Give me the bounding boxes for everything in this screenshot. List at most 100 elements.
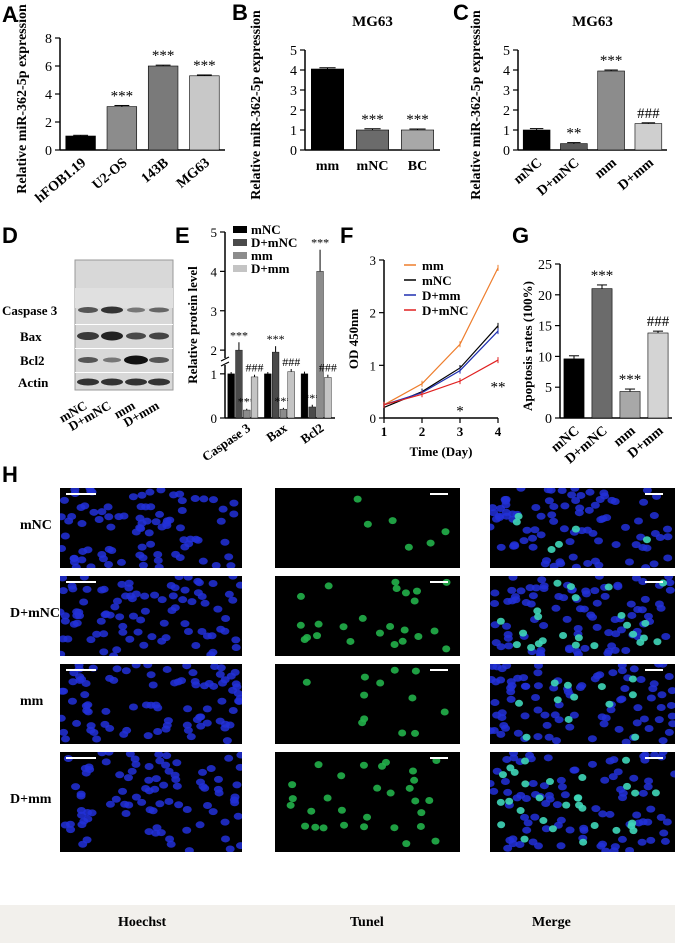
nucleus — [141, 503, 151, 511]
nucleus — [200, 682, 210, 690]
tunel-nucleus — [302, 678, 311, 686]
nucleus — [150, 591, 160, 599]
tunel-nucleus — [430, 627, 439, 635]
tunel-nucleus — [410, 776, 419, 784]
nucleus — [649, 560, 659, 568]
nucleus — [642, 488, 652, 494]
tunel-nucleus — [651, 789, 660, 797]
nucleus — [86, 563, 96, 568]
nucleus — [617, 695, 627, 703]
nucleus — [624, 558, 634, 566]
nucleus — [234, 697, 242, 705]
x-tick-label: mm — [592, 155, 620, 182]
nucleus — [521, 599, 531, 607]
micro-image-tunel — [275, 576, 460, 656]
nucleus — [664, 673, 674, 681]
nucleus — [174, 576, 184, 581]
nucleus — [520, 712, 530, 720]
tunel-nucleus — [553, 579, 562, 587]
nucleus — [664, 576, 674, 581]
micro-image-svg — [60, 664, 242, 744]
tunel-nucleus — [408, 767, 417, 775]
blot-band — [149, 357, 169, 363]
micro-image-merge — [490, 488, 675, 568]
nucleus — [657, 691, 667, 699]
legend-label: D+mm — [422, 288, 461, 303]
nucleus — [105, 800, 115, 808]
y-tick-label: 15 — [538, 320, 552, 335]
tunel-nucleus — [578, 774, 587, 782]
nucleus — [162, 752, 172, 760]
nucleus — [131, 760, 141, 768]
nucleus — [215, 717, 225, 725]
nucleus — [549, 562, 559, 568]
nucleus — [191, 642, 201, 650]
micro-image-svg — [296, 578, 451, 653]
y-tick-label: 6 — [45, 60, 52, 75]
x-tick-label: Bcl2 — [298, 420, 327, 446]
tunel-nucleus — [623, 782, 632, 790]
micro-image-merge — [490, 664, 675, 744]
nucleus — [611, 630, 621, 638]
microscopy-grid: mNC D+mNC mm D+mm — [0, 488, 675, 943]
nucleus — [617, 667, 627, 675]
nucleus — [109, 652, 119, 656]
nucleus — [499, 722, 509, 730]
nucleus — [601, 847, 611, 852]
nucleus — [172, 782, 182, 790]
bar — [324, 377, 332, 419]
significance-label: *** — [111, 88, 134, 104]
nucleus — [60, 545, 67, 553]
nucleus — [169, 491, 179, 499]
nucleus — [627, 611, 637, 619]
nucleus — [101, 758, 111, 766]
nucleus — [539, 584, 549, 592]
micro-image-hoechst — [60, 576, 242, 656]
nucleus — [81, 702, 91, 710]
blot-band — [127, 307, 145, 313]
tunel-nucleus — [411, 797, 420, 805]
nucleus — [554, 716, 564, 724]
nucleus — [115, 771, 125, 779]
nucleus — [500, 777, 510, 785]
nucleus — [144, 828, 154, 836]
tunel-nucleus — [571, 641, 580, 649]
nucleus — [235, 763, 242, 771]
nucleus — [632, 811, 642, 819]
tunel-nucleus — [288, 781, 297, 789]
nucleus — [573, 624, 583, 632]
micro-row-label: mm — [20, 694, 44, 709]
y-tick-label: 0 — [370, 411, 377, 426]
y-tick-label: 4 — [45, 88, 52, 103]
tunel-nucleus — [307, 807, 316, 815]
nucleus — [209, 682, 219, 690]
nucleus — [646, 836, 656, 844]
y-tick-label: 5 — [290, 44, 297, 59]
nucleus — [587, 735, 597, 743]
annotation: ** — [491, 380, 506, 396]
nucleus — [60, 612, 70, 620]
nucleus — [159, 619, 169, 627]
nucleus — [155, 800, 165, 808]
blot-band — [77, 378, 99, 386]
tunel-nucleus — [359, 761, 368, 769]
y-tick-label: 10 — [538, 350, 552, 365]
blot-separator — [75, 348, 173, 349]
tunel-nucleus — [339, 623, 348, 631]
nucleus — [145, 806, 155, 814]
significance-label: *** — [406, 112, 429, 128]
nucleus — [551, 737, 561, 744]
nucleus — [556, 816, 566, 824]
nucleus — [664, 728, 674, 736]
nucleus — [133, 628, 143, 636]
panel-letter-f: F — [340, 223, 354, 248]
tunel-nucleus — [402, 840, 411, 848]
nucleus — [67, 582, 77, 590]
tunel-nucleus — [314, 620, 323, 628]
nucleus — [626, 600, 636, 608]
nucleus — [533, 669, 543, 677]
nucleus — [75, 676, 85, 684]
legend-label: D+mNC — [422, 303, 468, 318]
bar — [287, 371, 295, 419]
nucleus — [660, 837, 670, 845]
